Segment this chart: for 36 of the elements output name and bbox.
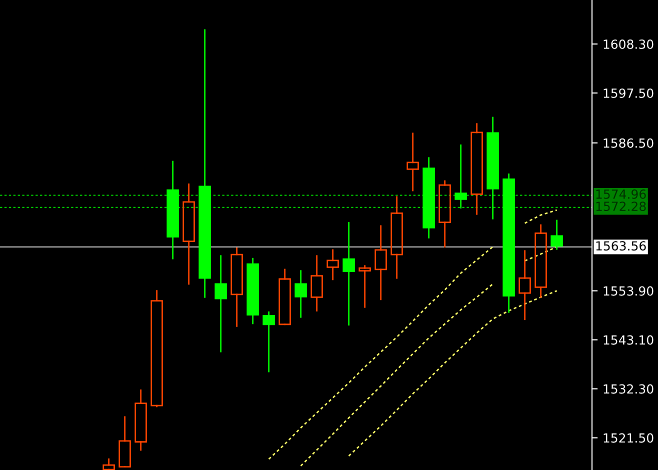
candlestick: [214, 255, 227, 352]
candlestick: [502, 174, 515, 313]
candlestick: [246, 258, 259, 324]
y-tick-label: 1597.50: [604, 88, 654, 98]
ref-line-label: 1572.28: [596, 202, 646, 212]
candlestick: [518, 250, 531, 320]
ref-line-label: 1563.56: [596, 241, 646, 251]
candlestick: [198, 29, 211, 298]
candlestick: [310, 255, 323, 312]
candlestick: [438, 180, 451, 248]
candlestick: [230, 247, 243, 327]
candlestick: [486, 116, 499, 220]
y-tick-label: 1608.30: [604, 39, 654, 49]
candlestick: [358, 265, 371, 308]
candlestick: [166, 160, 179, 260]
candlestick: [550, 220, 563, 250]
candlestick: [294, 270, 307, 318]
candlestick: [326, 249, 339, 280]
candlestick: [262, 311, 275, 372]
candlestick: [454, 144, 467, 208]
y-tick-label: 1532.30: [604, 384, 654, 394]
candlestick: [422, 157, 435, 238]
candlestick: [390, 196, 403, 279]
y-tick-label: 1543.10: [604, 335, 654, 345]
candlestick: [342, 222, 355, 326]
candlestick: [134, 389, 147, 451]
y-tick-label: 1553.90: [604, 286, 654, 296]
line-series: [348, 290, 558, 457]
candlestick: [406, 132, 419, 192]
candlestick: [182, 183, 195, 285]
y-tick-label: 1521.50: [604, 433, 654, 443]
candlestick: [470, 123, 483, 215]
ref-line-label: 1574.96: [596, 189, 646, 199]
y-tick-label: 1586.50: [604, 138, 654, 148]
candlestick: [374, 225, 387, 300]
candlestick: [534, 224, 547, 298]
